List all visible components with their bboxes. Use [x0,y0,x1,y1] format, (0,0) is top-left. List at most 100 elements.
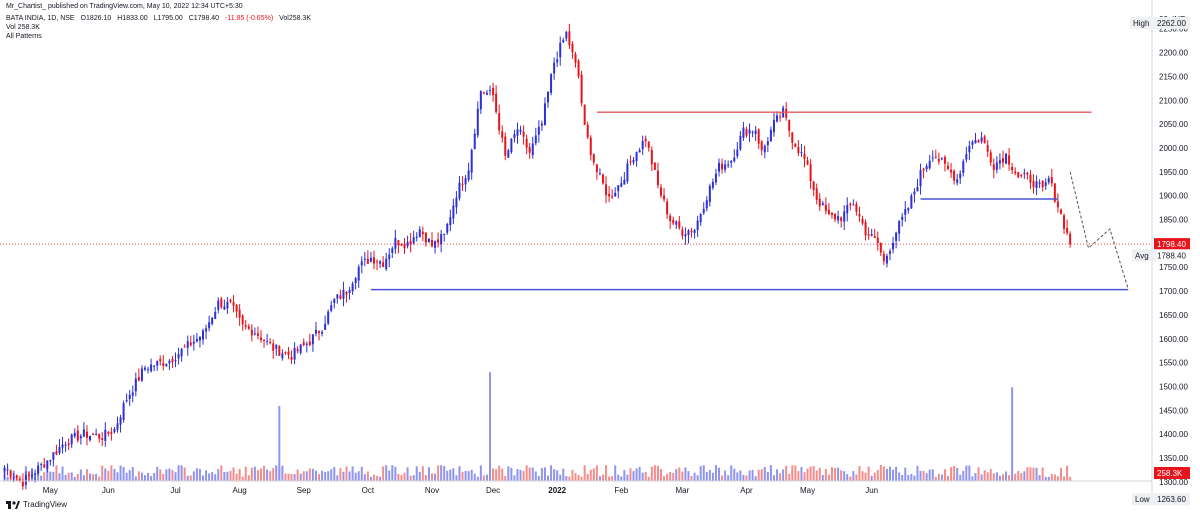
volume-bar [1023,471,1026,481]
volume-bar [379,476,382,481]
candle-body [608,193,611,197]
candle-body [339,295,342,299]
price-tick-label: 1350.00 [1159,454,1188,463]
volume-bar [1032,467,1035,481]
candle-body [482,92,485,94]
candle-body [55,451,58,455]
high-price-badge-bg [1154,16,1190,29]
candle-body [614,192,617,197]
volume-bar [681,471,684,481]
volume-bar [311,468,314,481]
volume-bar [73,476,76,481]
candle-body [687,230,690,236]
volume-bar [892,469,895,481]
volume-bar [528,467,531,481]
candle-body [974,140,977,144]
volume-bar [324,471,327,481]
volume-bar [1041,467,1044,481]
candle-body [553,62,556,74]
volume-bar [947,475,950,481]
volume-bar [888,466,891,481]
candle-body [601,174,604,184]
candle-body [507,150,510,158]
candle-body [134,378,137,392]
volume-bar [803,472,806,481]
candle-body [907,208,910,211]
volume-legend[interactable]: Vol 258.3K [6,24,40,31]
candle-body [534,135,537,144]
candle-body [754,130,757,135]
volume-bar [821,474,824,481]
volume-bar [986,472,989,481]
volume-bar [1053,474,1056,481]
candle-body [272,343,275,351]
candle-body [147,369,150,371]
candle-body [333,298,336,303]
volume-bar [440,465,443,481]
volume-bar [971,476,974,481]
volume-bar [156,466,159,481]
candle-body [464,178,467,185]
candle-body [369,257,372,262]
candle-body [226,301,229,309]
volume-bar [934,476,937,481]
candle-body [229,299,232,302]
candle-body [1008,155,1011,165]
candle-body [1032,180,1035,188]
volume-bar [806,468,809,481]
candle-body [543,103,546,126]
candle-body [699,214,702,223]
candle-body [882,253,885,262]
candle-body [467,170,470,180]
volume-bar [244,466,247,481]
candle-body [430,240,433,247]
price-tick-label: 1850.00 [1159,216,1188,225]
volume-bar [101,465,104,481]
candle-body [446,224,449,233]
candle-body [186,341,189,348]
candle-body [177,353,180,359]
volume-bar [1029,467,1032,481]
volume-bar [470,469,473,481]
volume-bar [641,472,644,481]
volume-bar [238,468,241,481]
symbol-name[interactable]: BATA INDIA, 1D, NSE [6,15,75,22]
candle-body [107,431,110,434]
candle-body [263,339,266,342]
candle-body [104,429,107,441]
volume-bar [727,475,730,481]
volume-bar [943,469,946,481]
candle-body [427,238,430,243]
volume-bar [632,471,635,481]
candle-body [354,278,357,284]
high-label: High [1133,19,1149,28]
price-tick-label: 2200.00 [1159,49,1188,58]
candle-body [159,358,162,362]
volume-bar [800,467,803,481]
candle-body [892,242,895,250]
volume-bar [837,467,840,481]
volume-bar [592,468,595,481]
volume-bar [403,472,406,481]
candle-body [995,162,998,170]
volume-bar [852,471,855,481]
candle-body [620,183,623,187]
volume-bar [272,468,275,481]
volume-bar [201,475,204,481]
candle-body [479,91,482,110]
volume-bar [263,465,266,481]
candle-body [745,129,748,136]
time-tick-label: May [800,486,815,495]
tradingview-brand[interactable]: TradingView [6,500,67,509]
volume-bar [443,466,446,481]
candle-body [605,184,608,196]
candle-body [388,254,391,260]
indicator-legend[interactable]: All Patterns [6,33,42,40]
candle-body [266,340,269,342]
volume-bar [82,475,85,481]
candle-body [409,240,412,245]
candle-body [1066,227,1069,233]
volume-bar [931,469,934,481]
volume-bar [824,469,827,481]
